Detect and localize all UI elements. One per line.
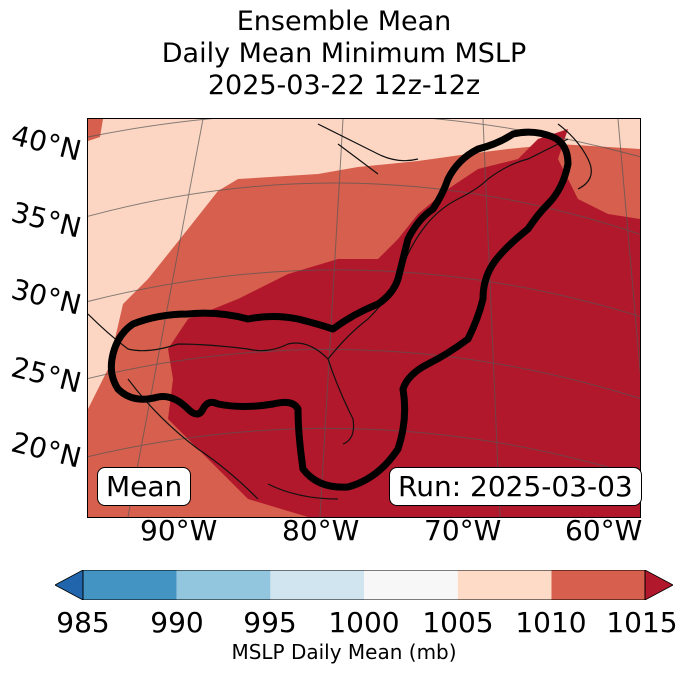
colorbar-label: MSLP Daily Mean (mb) [231, 640, 457, 664]
colorbar [55, 570, 673, 600]
lon-label-70: 70°W [424, 514, 502, 547]
pressure-field-above-1015 [168, 129, 640, 517]
colorbar-segment-1010-1015 [551, 570, 645, 600]
map-panel [87, 118, 641, 518]
colorbar-segment-990-995 [176, 570, 271, 600]
colorbar-segment-985-990 [83, 570, 177, 600]
run-date-badge: Run: 2025-03-03 [389, 467, 642, 506]
lon-label-80: 80°W [282, 514, 360, 547]
colorbar-extend-high [644, 570, 673, 600]
coastlines [88, 123, 592, 500]
colorbar-segment-995-1000 [270, 570, 365, 600]
colorbar-tick-995: 995 [243, 606, 297, 639]
colorbar-tick-1005: 1005 [422, 606, 494, 639]
lon-label-60: 60°W [565, 514, 643, 547]
lat-label-35: 35°N [8, 195, 85, 245]
lat-label-20: 20°N [8, 425, 85, 475]
lat-label-40: 40°N [8, 118, 85, 168]
colorbar-frame [82, 570, 646, 600]
colorbar-segment-1000-1005 [364, 570, 458, 600]
lat-label-25: 25°N [8, 350, 85, 400]
colorbar-tick-1000: 1000 [328, 606, 400, 639]
colorbar-tick-1010: 1010 [515, 606, 587, 639]
mean-badge: Mean [97, 467, 192, 506]
lon-label-90: 90°W [140, 514, 218, 547]
title-line-3: 2025-03-22 12z-12z [207, 70, 481, 101]
colorbar-tick-1015: 1015 [606, 606, 678, 639]
colorbar-segment-1005-1010 [457, 570, 552, 600]
colorbar-extend-low [55, 570, 84, 600]
lat-label-30: 30°N [8, 272, 85, 322]
mslp-contour-line [107, 128, 572, 491]
map-svg [88, 119, 640, 517]
title-line-1: Ensemble Mean [236, 6, 452, 37]
colorbar-tick-990: 990 [150, 606, 204, 639]
title-line-2: Daily Mean Minimum MSLP [161, 38, 527, 69]
colorbar-tick-985: 985 [56, 606, 110, 639]
